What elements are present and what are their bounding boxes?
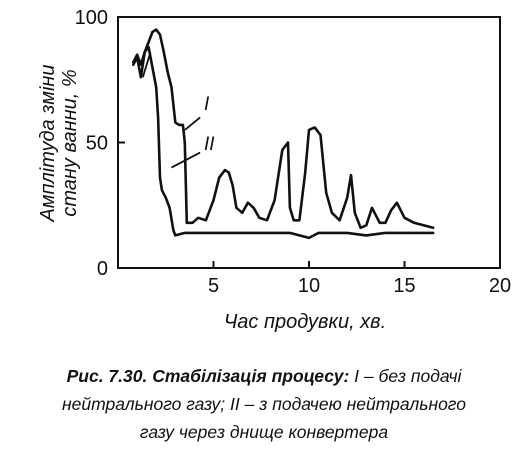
series-label-leader bbox=[171, 151, 201, 169]
y-axis-label: Амплітуда зміни стану ванни, % bbox=[37, 64, 81, 222]
series-label: II bbox=[204, 134, 215, 155]
series-label-leader bbox=[184, 116, 201, 131]
x-tick-label: 10 bbox=[298, 275, 320, 297]
series-labels: III bbox=[141, 51, 215, 169]
series-lines bbox=[132, 28, 435, 240]
tick-labels: 5 10 15 20 0 50 100 bbox=[75, 7, 512, 297]
y-tick-label: 100 bbox=[75, 7, 108, 29]
y-tick-label: 0 bbox=[97, 258, 108, 280]
x-axis-label: Час продувки, хв. bbox=[224, 311, 386, 333]
axes bbox=[117, 16, 501, 269]
series-start-leader bbox=[141, 51, 152, 78]
figure-caption: Рис. 7.30. Стабілізація процесу: I – без… bbox=[14, 362, 514, 446]
caption-figure-number: Рис. 7.30. Стабілізація процесу: bbox=[66, 366, 350, 386]
x-tick-label: 5 bbox=[208, 275, 219, 297]
x-tick-label: 15 bbox=[393, 275, 415, 297]
y-tick-label: 50 bbox=[86, 133, 108, 155]
caption-line-1-text: I – без подачі bbox=[349, 366, 462, 386]
y-axis-label-line1: Амплітуда зміни bbox=[37, 64, 59, 222]
caption-line-3: газу через днище конвертера bbox=[139, 422, 389, 442]
series-line-1 bbox=[132, 28, 435, 230]
y-axis-label-line2: стану ванни, % bbox=[59, 69, 81, 216]
series-label: I bbox=[204, 94, 210, 115]
caption-line-2: нейтрального газу; II – з подачею нейтра… bbox=[62, 394, 466, 414]
caption-line-1: Рис. 7.30. Стабілізація процесу: I – без… bbox=[14, 362, 514, 390]
series-line-2 bbox=[132, 45, 435, 240]
x-tick-label: 20 bbox=[489, 275, 511, 297]
